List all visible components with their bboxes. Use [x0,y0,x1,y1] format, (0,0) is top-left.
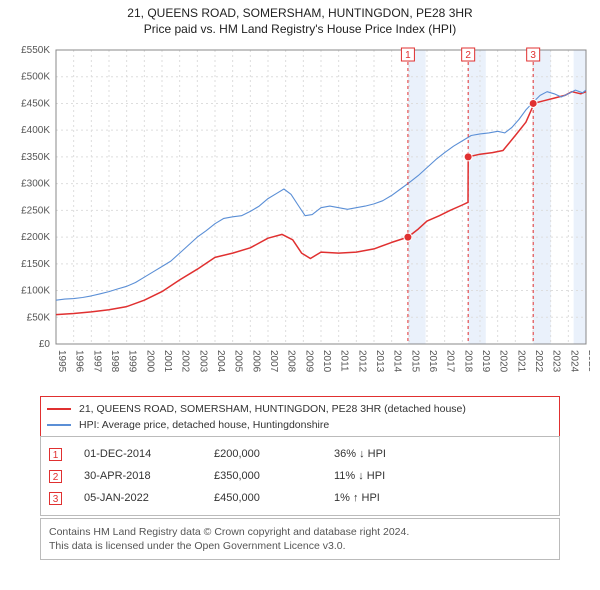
event-marker: 2 [49,470,62,483]
svg-text:1996: 1996 [74,350,85,373]
svg-text:2004: 2004 [215,350,226,373]
svg-text:£350K: £350K [21,152,50,163]
svg-text:2012: 2012 [356,350,367,373]
svg-text:2: 2 [465,50,471,61]
events-box: 1 01-DEC-2014£200,00036% ↓ HPI 2 30-APR-201… [40,436,560,516]
svg-text:2023: 2023 [551,350,562,373]
svg-text:£400K: £400K [21,125,50,136]
attribution-line-1: Contains HM Land Registry data © Crown c… [49,525,551,539]
svg-text:2013: 2013 [374,350,385,373]
svg-text:2014: 2014 [392,350,403,373]
attribution-line-2: This data is licensed under the Open Gov… [49,539,551,553]
attribution-box: Contains HM Land Registry data © Crown c… [40,518,560,560]
svg-text:2005: 2005 [233,350,244,373]
price-chart: £0 £50K £100K £150K £200K £250K £300K £350K £400… [10,44,590,384]
svg-text:2018: 2018 [462,350,473,373]
legend-label: 21, QUEENS ROAD, SOMERSHAM, HUNTINGDON, … [79,403,466,415]
event-row: 3 05-JAN-2022£450,0001% ↑ HPI [49,487,551,509]
legend-label: HPI: Average price, detached house, Hunt… [79,419,329,431]
title-sub: Price paid vs. HM Land Registry's House … [0,22,600,36]
svg-text:£0: £0 [39,339,51,350]
event-delta: 1% ↑ HPI [334,492,454,504]
svg-text:1: 1 [405,50,411,61]
chart-svg: £0 £50K £100K £150K £200K £250K £300K £350K £400… [10,44,590,384]
svg-text:2007: 2007 [268,350,279,373]
svg-text:2024: 2024 [568,350,579,373]
svg-text:2020: 2020 [498,350,509,373]
svg-text:2011: 2011 [339,350,350,372]
svg-text:3: 3 [530,50,536,61]
event-price: £450,000 [214,492,334,504]
svg-text:2016: 2016 [427,350,438,373]
svg-text:2025: 2025 [586,350,590,373]
svg-text:2021: 2021 [515,350,526,373]
event-delta: 36% ↓ HPI [334,448,454,460]
svg-text:1999: 1999 [127,350,138,373]
event-date: 05-JAN-2022 [84,492,214,504]
svg-text:2001: 2001 [162,350,173,373]
svg-text:2000: 2000 [144,350,155,373]
svg-text:2019: 2019 [480,350,491,373]
legend-box: 21, QUEENS ROAD, SOMERSHAM, HUNTINGDON, … [40,396,560,438]
svg-text:£200K: £200K [21,232,50,243]
svg-text:£250K: £250K [21,205,50,216]
svg-text:1998: 1998 [109,350,120,373]
event-row: 2 30-APR-2018£350,00011% ↓ HPI [49,465,551,487]
event-delta: 11% ↓ HPI [334,470,454,482]
svg-text:1995: 1995 [56,350,67,373]
legend-row: 21, QUEENS ROAD, SOMERSHAM, HUNTINGDON, … [47,401,553,417]
event-price: £350,000 [214,470,334,482]
svg-text:2022: 2022 [533,350,544,373]
svg-text:£100K: £100K [21,286,50,297]
event-row: 1 01-DEC-2014£200,00036% ↓ HPI [49,443,551,465]
event-marker: 3 [49,492,62,505]
event-marker: 1 [49,448,62,461]
svg-text:£550K: £550K [21,45,50,56]
svg-text:2006: 2006 [250,350,261,373]
svg-text:2002: 2002 [180,350,191,373]
legend-swatch [47,424,71,426]
svg-text:1997: 1997 [91,350,102,373]
event-date: 30-APR-2018 [84,470,214,482]
svg-text:2009: 2009 [303,350,314,373]
legend-row: HPI: Average price, detached house, Hunt… [47,417,553,433]
svg-text:£450K: £450K [21,98,50,109]
svg-text:£500K: £500K [21,72,50,83]
svg-text:2017: 2017 [445,350,456,373]
svg-text:2008: 2008 [286,350,297,373]
event-date: 01-DEC-2014 [84,448,214,460]
svg-text:2010: 2010 [321,350,332,373]
svg-text:£300K: £300K [21,179,50,190]
title-main: 21, QUEENS ROAD, SOMERSHAM, HUNTINGDON, … [0,6,600,20]
svg-text:£50K: £50K [27,312,51,323]
svg-text:2003: 2003 [197,350,208,373]
svg-text:£150K: £150K [21,259,50,270]
event-price: £200,000 [214,448,334,460]
svg-text:2015: 2015 [409,350,420,373]
legend-swatch [47,408,71,410]
